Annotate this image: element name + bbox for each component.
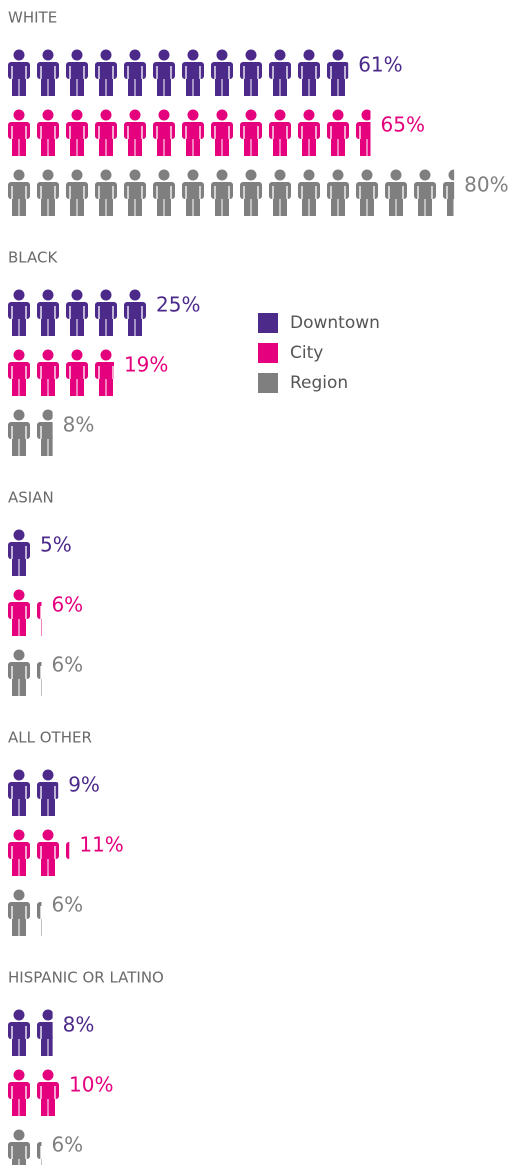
icon-row xyxy=(8,49,349,96)
value-label: 25% xyxy=(156,293,200,317)
value-label: 19% xyxy=(124,353,168,377)
icon-row xyxy=(8,169,455,216)
value-label: 11% xyxy=(79,833,123,857)
value-label: 9% xyxy=(68,773,100,797)
value-label: 8% xyxy=(63,413,95,437)
icon-row xyxy=(8,109,371,156)
legend-label: City xyxy=(290,343,323,363)
person-icons xyxy=(8,889,42,936)
value-label: 61% xyxy=(358,53,402,77)
value-label: 8% xyxy=(63,1013,95,1037)
person-icons xyxy=(8,1069,59,1116)
icon-row xyxy=(8,349,114,396)
icon-row xyxy=(8,769,59,816)
person-icons xyxy=(8,529,30,576)
person-icons xyxy=(8,649,42,696)
category-label: ALL OTHER xyxy=(8,729,92,747)
category-label: HISPANIC OR LATINO xyxy=(8,969,164,987)
legend-label: Downtown xyxy=(290,313,380,333)
person-icons xyxy=(8,1129,42,1169)
icon-row xyxy=(8,829,70,876)
icon-row xyxy=(8,289,146,336)
icon-row xyxy=(8,649,42,696)
person-icons xyxy=(8,829,70,876)
icon-row xyxy=(8,1009,53,1056)
icon-row xyxy=(8,889,42,936)
value-label: 5% xyxy=(40,533,72,557)
category-label: BLACK xyxy=(8,249,58,267)
person-icons xyxy=(8,349,114,396)
value-label: 6% xyxy=(51,593,83,617)
legend-label: Region xyxy=(290,373,348,393)
person-icons xyxy=(8,49,349,96)
icon-row xyxy=(8,589,42,636)
value-label: 65% xyxy=(381,113,425,137)
icon-row xyxy=(8,409,53,456)
icon-row xyxy=(8,529,30,576)
person-icons xyxy=(8,289,146,336)
person-icons xyxy=(8,169,455,216)
category-label: ASIAN xyxy=(8,489,54,507)
icon-row xyxy=(8,1069,59,1116)
value-label: 10% xyxy=(69,1073,113,1097)
value-label: 6% xyxy=(51,653,83,677)
person-icons xyxy=(8,1009,53,1056)
value-label: 6% xyxy=(51,893,83,917)
person-icons xyxy=(8,109,371,156)
person-icons xyxy=(8,769,59,816)
person-icons xyxy=(8,589,42,636)
icon-row xyxy=(8,1129,42,1169)
legend-swatch xyxy=(258,313,278,333)
value-label: 6% xyxy=(51,1133,83,1157)
legend-swatch xyxy=(258,373,278,393)
legend-swatch xyxy=(258,343,278,363)
person-icons xyxy=(8,409,53,456)
value-label: 80% xyxy=(464,173,508,197)
category-label: WHITE xyxy=(8,9,57,27)
